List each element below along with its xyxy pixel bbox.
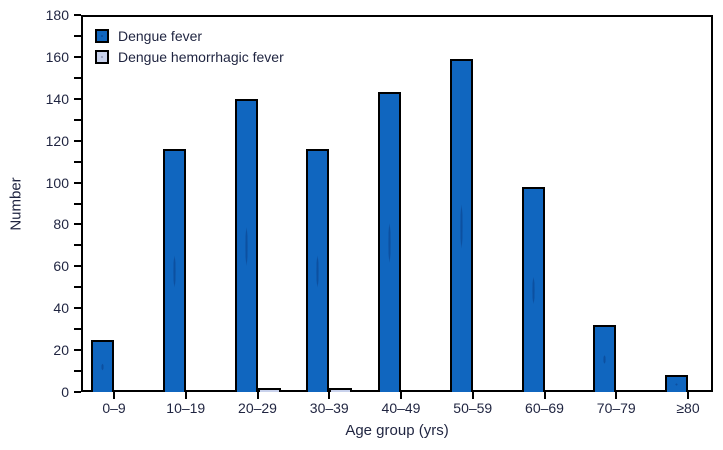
legend-item: Dengue hemorrhagic fever	[95, 49, 284, 65]
y-axis-tick-label: 100	[45, 174, 69, 191]
x-axis-title: Age group (yrs)	[345, 422, 449, 439]
bar-dengue-hemorrhagic-fever-2	[257, 387, 281, 392]
y-axis-tick	[74, 244, 81, 247]
bar-dengue-fever-6	[521, 186, 545, 392]
y-axis-tick	[74, 265, 81, 268]
y-axis-tick	[74, 202, 81, 205]
bar-dengue-fever-3	[306, 149, 330, 392]
x-axis-tick	[184, 392, 187, 399]
y-axis-title: Number	[7, 177, 25, 231]
x-axis-tick-label: 0–9	[102, 400, 126, 416]
y-axis-tick-label: 20	[53, 342, 69, 359]
y-axis-tick	[74, 349, 81, 352]
bar-dengue-fever-7	[593, 324, 617, 392]
y-axis-tick	[74, 307, 81, 310]
legend: Dengue fever Dengue hemorrhagic fever	[95, 28, 284, 70]
bar-dengue-fever-5	[449, 58, 473, 392]
bar-dengue-hemorrhagic-fever-5	[472, 389, 496, 392]
x-axis-tick-label: 50–59	[453, 400, 493, 416]
y-axis-tick	[74, 160, 81, 163]
x-axis-tick-label: ≥80	[676, 400, 700, 416]
y-axis-tick	[74, 97, 81, 100]
x-axis-tick	[256, 392, 259, 399]
x-axis-tick-label: 10–19	[166, 400, 206, 416]
y-axis-tick	[74, 55, 81, 58]
y-axis-tick-label: 60	[53, 258, 69, 275]
legend-swatch-icon	[95, 50, 109, 64]
y-axis-tick-label: 180	[45, 7, 69, 23]
x-axis-tick-label: 30–39	[309, 400, 349, 416]
legend-label: Dengue fever	[118, 28, 203, 44]
y-axis-tick	[74, 139, 81, 142]
y-axis-tick	[74, 76, 81, 79]
bar-dengue-fever-4	[378, 92, 401, 392]
x-axis-tick-label: 60–69	[525, 400, 564, 416]
y-axis-tick	[74, 181, 81, 184]
x-axis-tick	[400, 392, 402, 399]
bar-dengue-fever-8	[665, 375, 688, 392]
x-axis-tick	[328, 392, 331, 399]
y-axis-tick-label: 0	[61, 384, 69, 400]
y-axis-tick-label: 140	[45, 90, 69, 107]
x-axis-tick-label: 70–79	[596, 400, 636, 416]
y-axis-tick	[74, 14, 81, 16]
bar-dengue-fever-0	[91, 339, 114, 392]
x-axis-tick	[543, 392, 546, 399]
y-axis-tick	[74, 34, 81, 37]
y-axis-tick-label: 120	[45, 132, 69, 149]
y-axis-tick-label: 160	[45, 48, 69, 65]
bar-dengue-hemorrhagic-fever-4	[401, 389, 424, 392]
x-axis-tick	[471, 392, 474, 399]
x-axis-tick-label: 40–49	[381, 400, 421, 416]
legend-label: Dengue hemorrhagic fever	[118, 49, 284, 65]
y-axis-tick	[74, 286, 81, 289]
x-axis-tick	[113, 392, 115, 399]
y-axis-tick	[74, 118, 81, 121]
y-axis-tick	[74, 328, 81, 331]
x-axis-tick	[615, 392, 618, 399]
y-axis-tick	[74, 223, 81, 226]
bar-dengue-hemorrhagic-fever-3	[329, 387, 353, 392]
y-axis-tick	[74, 391, 81, 393]
legend-item: Dengue fever	[95, 28, 284, 44]
bar-dengue-fever-2	[234, 98, 258, 392]
legend-swatch-icon	[95, 29, 109, 43]
x-axis-tick	[687, 392, 689, 399]
y-axis-tick	[74, 370, 81, 373]
y-axis-tick-label: 40	[53, 300, 69, 317]
x-axis-tick-label: 20–29	[238, 400, 277, 416]
bar-dengue-fever-1	[162, 149, 186, 392]
y-axis-tick-label: 80	[53, 216, 69, 233]
